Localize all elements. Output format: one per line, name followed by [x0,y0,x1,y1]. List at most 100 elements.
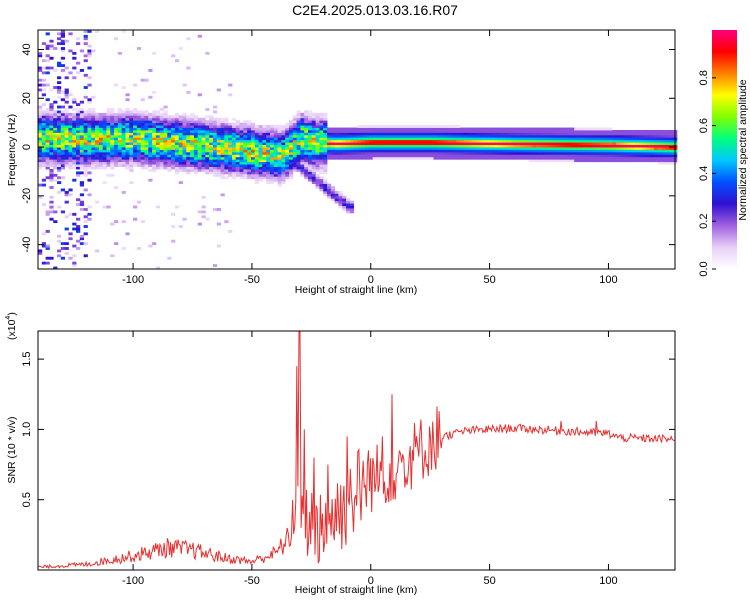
heatmap-cell [281,127,286,131]
heatmap-cell [338,203,343,206]
heatmap-cell [361,151,366,155]
heatmap-cell [190,142,195,146]
heatmap-cell [182,149,187,153]
heatmap-cell [547,144,552,148]
heatmap-cell [372,147,377,150]
heatmap-cell [562,147,568,150]
heatmap-cell [292,139,298,143]
heatmap-cell [357,154,362,158]
heatmap-cell [608,154,613,158]
heatmap-cell [292,156,298,160]
heatmap-cell [72,156,77,160]
heatmap-cell [250,159,256,163]
heatmap-cell [57,95,62,99]
heatmap-cell [285,132,290,136]
heatmap-cell [463,147,469,150]
heatmap-cell [612,129,617,133]
heatmap-cell [224,144,229,148]
heatmap-cell [91,156,96,160]
heatmap-cell [258,125,263,128]
heatmap-cell [117,120,123,124]
heatmap-cell [288,171,294,175]
heatmap-cell [87,110,92,114]
heatmap-cell [513,151,518,155]
heatmap-cell [597,142,602,146]
heatmap-cell [403,149,408,153]
heatmap-cell [334,132,339,136]
heatmap-cell [190,149,195,153]
heatmap-cell [136,132,142,136]
heatmap-cell [68,127,73,131]
heatmap-cell [638,137,644,141]
heatmap-cell [121,120,126,124]
heatmap-cell [661,137,666,141]
snr-multiplier-base: (x10 [6,319,18,340]
heatmap-cell [87,171,92,175]
heatmap-cell [182,159,187,163]
heatmap-cell [262,139,267,143]
heatmap-cell [136,122,142,126]
heatmap-cell [448,132,453,136]
heatmap-cell [87,161,92,165]
heatmap-cell [167,127,172,131]
heatmap-cell [68,151,73,155]
heatmap-cell [482,154,488,158]
heatmap-cell [49,195,54,199]
heatmap-cell [372,132,377,136]
heatmap-cell [467,147,472,150]
heatmap-cell [72,122,77,126]
heatmap-cell [91,144,96,148]
heatmap-cell [155,132,161,136]
heatmap-cell [201,127,206,131]
heatmap-cell [57,86,62,89]
heatmap-cell [387,129,393,133]
heatmap-cell [304,129,309,133]
heatmap-cell [60,117,66,121]
heatmap-cell [433,149,438,153]
heatmap-cell [475,134,480,138]
heatmap-cell [418,139,423,143]
heatmap-cell [444,149,450,153]
heatmap-cell [79,139,85,143]
heatmap-cell [372,139,377,143]
heatmap-cell [114,149,119,153]
heatmap-cell [102,142,107,146]
heatmap-cell [319,171,324,175]
heatmap-cell [121,161,126,165]
heatmap-cell [98,154,104,158]
heatmap-cell [665,134,670,138]
heatmap-cell [41,125,47,128]
heatmap-cell [304,115,309,119]
heatmap-cell [125,93,130,97]
heatmap-cell [49,154,54,158]
heatmap-cell [76,108,81,111]
heatmap-cell [437,144,442,148]
heatmap-cell [482,147,488,150]
heatmap-cell [193,171,199,175]
heatmap-cell [174,154,180,158]
heatmap-cell [269,164,275,167]
heatmap-cell [635,149,640,153]
heatmap-cell [178,125,183,128]
heatmap-cell [395,151,400,155]
heatmap-cell [79,161,85,165]
heatmap-cell [224,142,229,146]
heatmap-cell [524,156,529,160]
heatmap-cell [182,169,187,172]
heatmap-cell [171,125,176,128]
heatmap-cell [547,132,552,136]
heatmap-cell [308,144,313,148]
heatmap-cell [269,147,275,150]
heatmap-cell [72,178,77,182]
heatmap-cell [665,132,670,136]
heatmap-cell [311,176,317,180]
heatmap-cell [155,156,161,160]
heatmap-cell [186,164,191,167]
heatmap-cell [452,154,457,158]
heatmap-cell [186,166,191,170]
heatmap-cell [349,203,355,206]
heatmap-cell [231,154,237,158]
heatmap-cell [669,134,674,138]
heatmap-cell [604,144,609,148]
heatmap-cell [60,125,66,128]
